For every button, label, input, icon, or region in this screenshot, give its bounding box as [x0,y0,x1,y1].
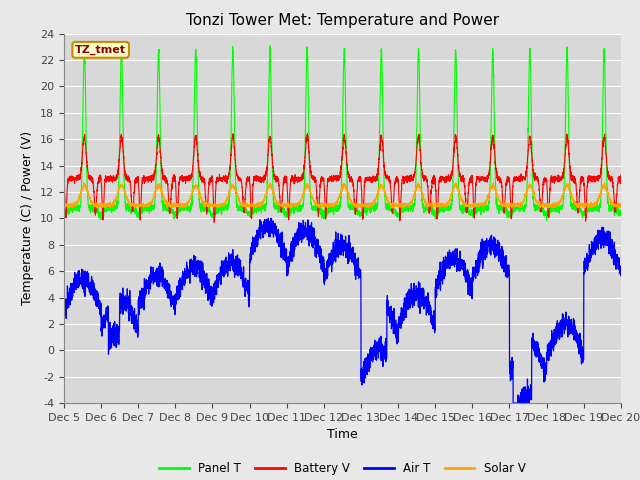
Panel T [616,209,624,215]
Line: Panel T: Panel T [64,46,621,220]
Solar V [436,203,444,209]
Panel T [499,208,507,214]
Y-axis label: Temperature (C) / Power (V): Temperature (C) / Power (V) [22,132,35,305]
Air T [160,276,168,282]
Panel T [60,212,68,218]
Legend: Panel T, Battery V, Air T, Solar V: Panel T, Battery V, Air T, Solar V [154,457,531,480]
Air T [499,252,507,258]
Battery V [60,177,68,183]
X-axis label: Time: Time [327,429,358,442]
Solar V [322,203,330,208]
Panel T [322,212,330,217]
Solar V [499,201,507,207]
Text: TZ_tmet: TZ_tmet [75,45,126,55]
Battery V [211,219,218,225]
Panel T [266,43,274,48]
Air T [264,216,272,221]
Air T [509,400,517,406]
Solar V [490,180,497,185]
Panel T [160,204,168,210]
Battery V [499,202,507,208]
Panel T [543,217,550,223]
Battery V [436,176,444,182]
Panel T [436,208,444,214]
Panel T [617,207,625,213]
Solar V [617,204,625,210]
Air T [60,303,68,309]
Air T [617,272,625,277]
Solar V [161,195,168,201]
Panel T [467,209,475,215]
Line: Air T: Air T [64,218,621,403]
Battery V [616,181,624,187]
Air T [467,292,475,298]
Battery V [303,131,311,136]
Air T [322,275,330,280]
Air T [436,288,444,293]
Solar V [467,202,475,207]
Battery V [160,176,168,182]
Battery V [322,215,330,221]
Line: Battery V: Battery V [64,133,621,222]
Line: Solar V: Solar V [64,182,621,208]
Title: Tonzi Tower Met: Temperature and Power: Tonzi Tower Met: Temperature and Power [186,13,499,28]
Solar V [616,204,624,210]
Air T [616,270,624,276]
Battery V [468,179,476,185]
Solar V [61,205,68,211]
Battery V [617,172,625,178]
Solar V [60,202,68,208]
